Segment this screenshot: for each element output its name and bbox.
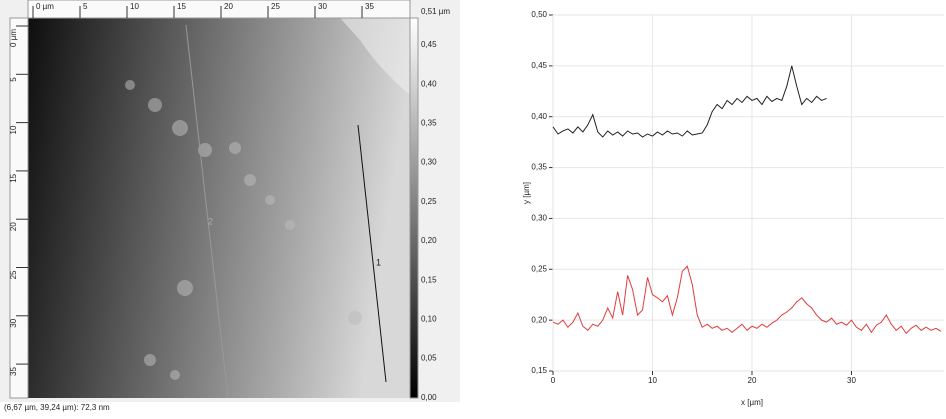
x-tick-label: 20 <box>748 376 757 385</box>
y-tick-label: 0,40 <box>531 112 547 121</box>
profile-label: 1 <box>376 257 381 267</box>
colorbar-label: 0,51 µm <box>421 7 450 16</box>
colorbar-label: 0,05 <box>421 354 437 363</box>
colorbar-label: 0,20 <box>421 236 437 245</box>
ruler-label: 10 <box>130 2 139 11</box>
surface-features <box>125 18 410 380</box>
colorbar-label: 0,25 <box>421 197 437 206</box>
ruler-label: 15 <box>9 173 18 182</box>
colorbar-label: 0,35 <box>421 119 437 128</box>
y-tick-label: 0,35 <box>531 163 547 172</box>
x-tick-label: 10 <box>648 376 657 385</box>
ruler-label: 30 <box>318 2 327 11</box>
ruler-label: 25 <box>271 2 280 11</box>
profile-line <box>185 24 229 399</box>
ruler-label: 0 µm <box>36 2 54 11</box>
ruler-label: 20 <box>224 2 233 11</box>
ruler-label: 35 <box>9 367 18 376</box>
profile-curve <box>552 265 942 335</box>
colorbar-label: 0,45 <box>421 40 437 49</box>
colorbar-label: 0,00 <box>421 393 437 402</box>
afm-image <box>28 18 410 398</box>
profile-label: 2 <box>208 216 213 226</box>
profile-curve <box>552 65 827 138</box>
x-tick-label: 30 <box>847 376 856 385</box>
status-text: (6,67 µm, 39,24 µm): 72,3 nm <box>4 403 110 412</box>
ruler-label: 25 <box>9 270 18 279</box>
ruler-label: 30 <box>9 318 18 327</box>
profile-line <box>357 124 387 383</box>
y-axis-label: y [µm] <box>522 182 531 204</box>
y-tick-label: 0,15 <box>531 366 547 375</box>
y-tick-label: 0,45 <box>531 61 547 70</box>
y-tick-label: 0,20 <box>531 315 547 324</box>
x-tick-label: 0 <box>551 376 556 385</box>
ruler-label: 15 <box>177 2 186 11</box>
left-ruler <box>9 17 29 399</box>
colorbar <box>409 17 419 399</box>
colorbar-label: 0,40 <box>421 79 437 88</box>
x-axis-label: x [µm] <box>741 398 763 407</box>
y-tick-label: 0,30 <box>531 214 547 223</box>
ruler-label: 5 <box>83 2 88 11</box>
ruler-label: 20 <box>9 222 18 231</box>
y-tick-label: 0,50 <box>531 10 547 19</box>
colorbar-label: 0,30 <box>421 158 437 167</box>
ruler-label: 10 <box>9 125 18 134</box>
colorbar-label: 0,15 <box>421 275 437 284</box>
ruler-label: 0 µm <box>9 29 18 47</box>
ruler-label: 35 <box>365 2 374 11</box>
y-tick-label: 0,25 <box>531 264 547 273</box>
colorbar-label: 0,10 <box>421 315 437 324</box>
ruler-label: 5 <box>9 77 18 82</box>
